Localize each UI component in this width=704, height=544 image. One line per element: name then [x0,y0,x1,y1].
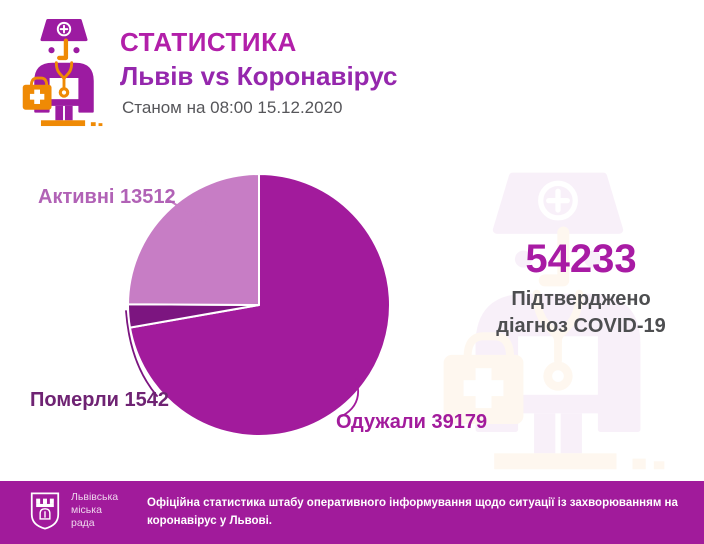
doctor-icon [16,8,112,127]
pie-slice-1 [127,303,260,329]
footer-description: Офіційна статистика штабу оперативного і… [147,497,678,527]
footer-logo-line3: рада [71,517,95,529]
timestamp: Станом на 08:00 15.12.2020 [122,98,343,117]
pie-label-active: Активні 13512 [38,186,176,208]
pie-label-deaths: Померли 1542 [30,389,170,411]
callout-line-deaths [125,310,158,397]
footer-bar: Львівська міська рада Офіційна статистик… [0,481,704,544]
lviv-city-council-crest-icon [30,492,60,530]
confirmed-total: 54233 [525,237,637,281]
page-title: СТАТИСТИКА [120,27,297,57]
page-subtitle: Львів vs Коронавірус [120,61,398,91]
footer-logo-text: Львівська міська рада [71,491,118,530]
confirmed-caption-line1: Підтверджено [511,288,651,310]
confirmed-summary: 54233 Підтверджено діагноз COVID-19 [455,237,704,340]
footer-logo-line1: Львівська [71,491,119,503]
pie-label-recovered: Одужали 39179 [336,411,488,433]
footer-logo-line2: міська [71,504,102,516]
confirmed-caption-line2: діагноз COVID-19 [496,315,666,337]
